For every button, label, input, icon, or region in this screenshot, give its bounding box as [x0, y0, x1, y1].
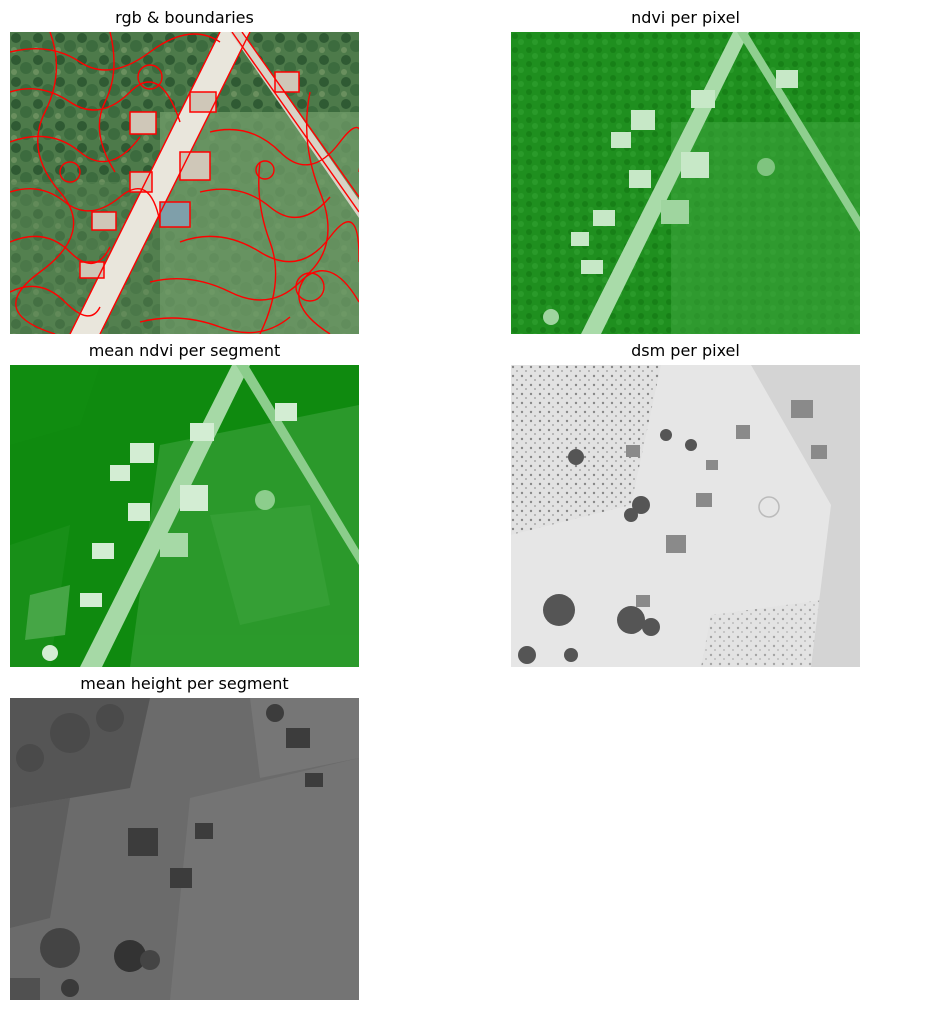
panel-mean-height-segment: mean height per segment [10, 674, 359, 1000]
panel-rgb-boundaries: rgb & boundaries [10, 8, 359, 334]
panel-title: mean height per segment [80, 674, 289, 693]
ndvi-pixel-image [511, 32, 860, 334]
mean-height-segment-image [10, 698, 359, 1000]
panel-dsm-pixel: dsm per pixel [511, 341, 860, 667]
dsm-pixel-image [511, 365, 860, 667]
mean-ndvi-segment-image [10, 365, 359, 667]
panel-title: dsm per pixel [631, 341, 740, 360]
panel-title: rgb & boundaries [115, 8, 254, 27]
panel-title: mean ndvi per segment [88, 341, 281, 360]
panel-mean-ndvi-segment: mean ndvi per segment [10, 341, 359, 667]
panel-title: ndvi per pixel [631, 8, 740, 27]
panel-ndvi-pixel: ndvi per pixel [511, 8, 860, 334]
rgb-boundaries-image [10, 32, 359, 334]
